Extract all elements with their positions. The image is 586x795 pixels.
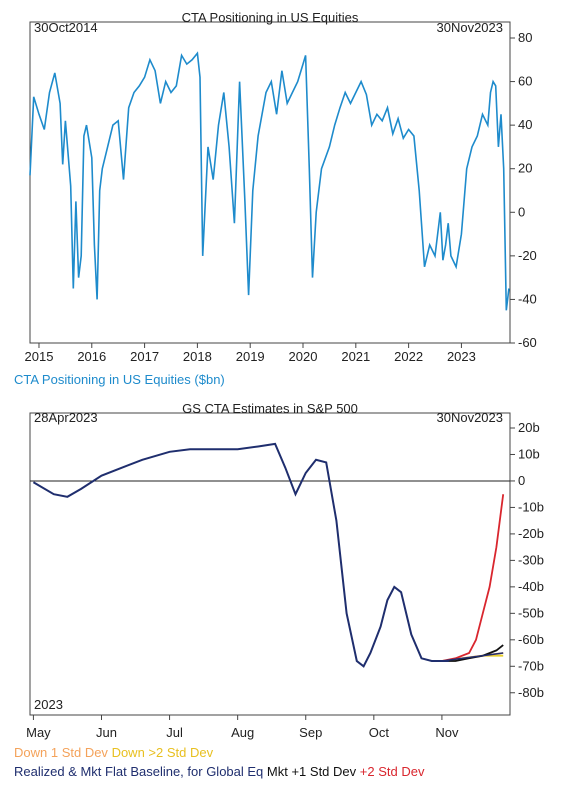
chart-bottom: GS CTA Estimates in S&P 500 28Apr2023 30…: [26, 401, 544, 740]
bottom-start-date: 28Apr2023: [34, 410, 98, 425]
legend-down1: Down 1 Std Dev: [14, 745, 108, 760]
chart-top: CTA Positioning in US Equities 30Oct2014…: [25, 10, 537, 364]
top-x-axis: 2015 2016 2017 2018 2019 2020 2021 2022 2023: [25, 343, 476, 364]
legend-cta-positioning: CTA Positioning in US Equities ($bn): [14, 372, 225, 387]
bottom-y-tick-label: -30b: [518, 552, 544, 567]
bottom-y-tick-label: 20b: [518, 420, 540, 435]
top-y-axis: 80 60 40 20 0 -20 -40 -60: [510, 30, 537, 350]
top-x-tick-label: 2019: [236, 349, 265, 364]
series-line-cta-positioning: [29, 51, 510, 311]
top-start-date: 30Oct2014: [34, 20, 98, 35]
top-x-tick-label: 2018: [183, 349, 212, 364]
series-line-mkt-flat-baseline: [441, 652, 504, 662]
top-x-tick-label: 2016: [77, 349, 106, 364]
top-end-date: 30Nov2023: [437, 20, 504, 35]
bottom-x-axis: May Jun Jul Aug Sep Oct Nov: [26, 715, 459, 740]
bottom-x-tick-label: Jun: [96, 725, 117, 740]
bottom-x-tick-label: Oct: [369, 725, 390, 740]
top-x-tick-label: 2023: [447, 349, 476, 364]
top-x-tick-label: 2020: [289, 349, 318, 364]
legend-row-down: Down 1 Std Dev Down >2 Std Dev: [14, 745, 213, 760]
bottom-y-axis: 20b 10b 0 -10b -20b -30b -40b -50b -60b -70b -80b: [510, 420, 544, 700]
bottom-x-tick-label: Sep: [299, 725, 322, 740]
bottom-chart-title: GS CTA Estimates in S&P 500: [182, 401, 358, 416]
legend-baseline: Realized & Mkt Flat Baseline, for Global…: [14, 764, 264, 779]
top-x-tick-label: 2022: [394, 349, 423, 364]
top-chart-title: CTA Positioning in US Equities: [182, 10, 359, 25]
top-y-tick-label: -40: [518, 291, 537, 306]
top-y-tick-label: 20: [518, 161, 532, 176]
series-line--2-std-dev: [441, 494, 505, 662]
top-x-tick-label: 2015: [25, 349, 54, 364]
bottom-y-tick-label: 10b: [518, 446, 540, 461]
bottom-plot-frame: [29, 412, 511, 716]
top-plot-frame: [29, 21, 511, 344]
legend-down2: Down >2 Std Dev: [111, 745, 214, 760]
bottom-y-tick-label: -80b: [518, 685, 544, 700]
top-y-tick-label: 80: [518, 30, 532, 45]
bottom-x-tick-label: Nov: [435, 725, 459, 740]
top-y-tick-label: 40: [518, 117, 532, 132]
bottom-y-tick-label: 0: [518, 473, 525, 488]
bottom-x-tick-label: Jul: [166, 725, 183, 740]
bottom-y-tick-label: -40b: [518, 579, 544, 594]
bottom-series: [32, 442, 505, 668]
bottom-y-tick-label: -70b: [518, 658, 544, 673]
top-y-tick-label: 60: [518, 74, 532, 89]
legend-row-up: Realized & Mkt Flat Baseline, for Global…: [14, 764, 424, 779]
bottom-end-date: 30Nov2023: [437, 410, 504, 425]
bottom-y-tick-label: -20b: [518, 526, 544, 541]
series-line-realized-mkt-flat-baseline-for-global-eq: [32, 442, 449, 668]
top-x-tick-label: 2021: [341, 349, 370, 364]
legend-plus2: +2 Std Dev: [359, 764, 425, 779]
bottom-y-tick-label: -60b: [518, 632, 544, 647]
legend-plus1: Mkt +1 Std Dev: [266, 764, 357, 779]
top-x-tick-label: 2017: [130, 349, 159, 364]
top-y-tick-label: -20: [518, 248, 537, 263]
bottom-y-tick-label: -10b: [518, 499, 544, 514]
top-y-tick-label: -60: [518, 335, 537, 350]
bottom-x-tick-label: May: [26, 725, 51, 740]
bottom-y-tick-label: -50b: [518, 605, 544, 620]
bottom-year-label: 2023: [34, 697, 63, 712]
top-y-tick-label: 0: [518, 204, 525, 219]
bottom-x-tick-label: Aug: [231, 725, 254, 740]
